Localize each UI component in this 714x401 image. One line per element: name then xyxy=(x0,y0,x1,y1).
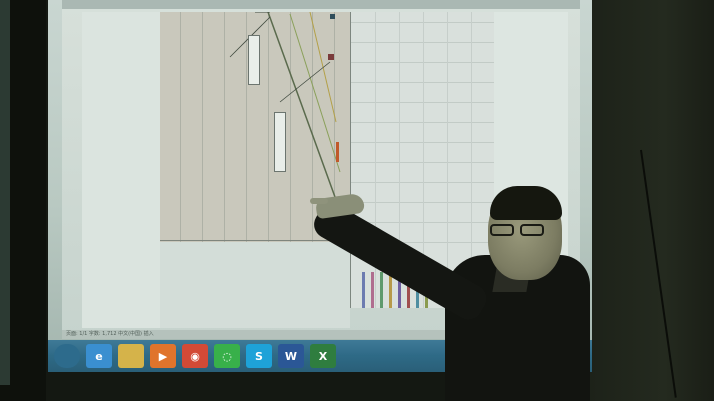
schedule-diagonal-tasks xyxy=(229,12,341,198)
pointing-finger xyxy=(310,198,328,204)
word-status-bar: 页面: 1/1 字数: 1,712 中文(中国) 插入 xyxy=(62,330,580,339)
folder-icon[interactable] xyxy=(118,344,144,368)
dark-room-right xyxy=(590,0,714,401)
windows-start-icon[interactable] xyxy=(54,344,80,368)
presenter-glasses xyxy=(490,224,550,238)
document-page-margin xyxy=(82,12,168,328)
word-icon[interactable]: W xyxy=(278,344,304,368)
skype-icon[interactable]: S xyxy=(246,344,272,368)
chrome-icon[interactable]: ◉ xyxy=(182,344,208,368)
wechat-icon[interactable]: ◌ xyxy=(214,344,240,368)
excel-icon[interactable]: X xyxy=(310,344,336,368)
presenter-hair xyxy=(490,186,562,220)
window-titlebar xyxy=(62,0,580,9)
ie-browser-icon[interactable]: e xyxy=(86,344,112,368)
schedule-lower-blank xyxy=(160,242,350,328)
media-player-icon[interactable]: ▶ xyxy=(150,344,176,368)
schedule-callout-box xyxy=(248,35,260,85)
projection-screen: 页面: 1/1 字数: 1,712 中文(中国) 插入 e ▶ ◉ ◌ S W … xyxy=(48,0,592,372)
schedule-callout-box xyxy=(274,112,286,172)
dark-room-left xyxy=(0,0,46,401)
